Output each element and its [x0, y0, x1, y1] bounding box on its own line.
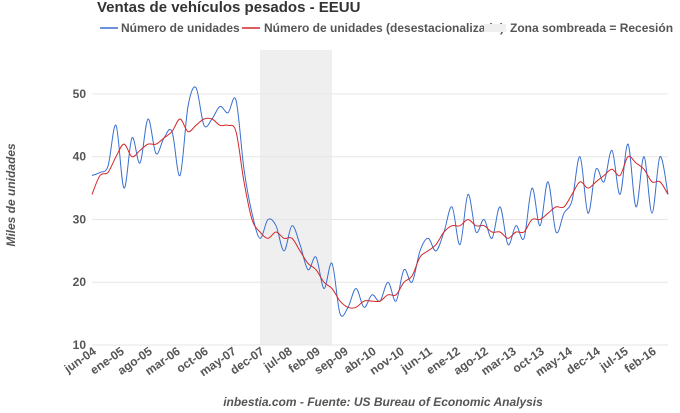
y-tick-labels: 10 20 30 40 50: [73, 87, 87, 352]
series-line-adj: [91, 117, 669, 309]
plot-area: 10 20 30 40 50 jun-04ene-05ago-05mar-06oct-0…: [61, 50, 669, 379]
y-tick-label-10: 10: [73, 338, 87, 352]
grid-lines: [92, 93, 668, 346]
y-tick-label-20: 20: [73, 275, 87, 289]
y-tick-label-50: 50: [73, 87, 87, 101]
legend-label-raw: Número de unidades: [121, 21, 240, 35]
legend-swatch-recession: [484, 24, 506, 32]
y-tick-label-30: 30: [73, 212, 87, 226]
x-tick-labels: jun-04ene-05ago-05mar-06oct-06may-07dec-…: [61, 344, 659, 379]
chart-title: Ventas de vehículos pesados - EEUU: [97, 0, 360, 16]
legend-label-adj: Número de unidades (desestacionalizado): [264, 21, 504, 35]
recession-band: [260, 50, 332, 345]
source-note: inbestia.com - Fuente: US Bureau of Econ…: [223, 395, 543, 409]
y-axis-label: Miles de unidades: [4, 143, 18, 247]
y-tick-label-40: 40: [73, 150, 87, 164]
legend: Número de unidades Número de unidades (d…: [100, 21, 673, 35]
legend-label-recession: Zona sombreada = Recesión: [510, 21, 673, 35]
x-tick-label-feb-16: feb-16: [622, 344, 659, 376]
